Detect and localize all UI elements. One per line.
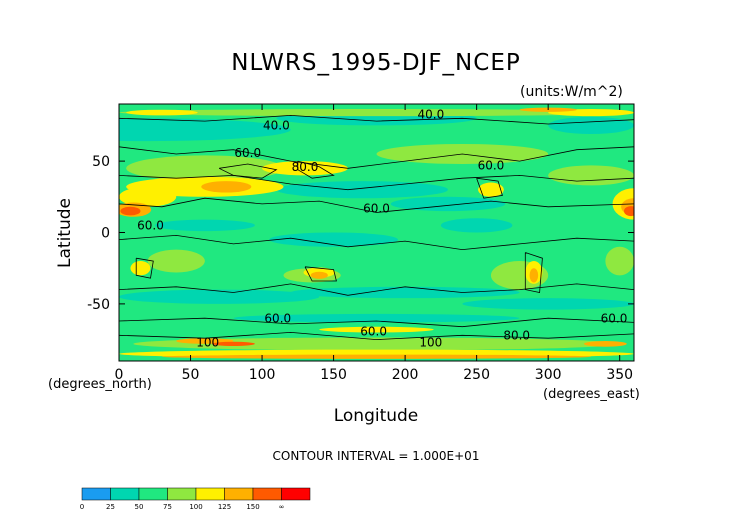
colorbar-swatch [281, 487, 311, 501]
colorbar-label: 100 [189, 503, 202, 511]
contour-label: 60.0 [478, 159, 505, 173]
x-tick-label: 200 [392, 367, 419, 383]
colorbar-label: ∞ [279, 503, 285, 511]
contour-line [119, 234, 634, 251]
colorbar-label: 25 [106, 503, 115, 511]
field-region [119, 289, 320, 304]
field-region [276, 181, 449, 199]
contour-label: 60.0 [601, 311, 628, 325]
contour-line [119, 174, 634, 191]
contour-label: 80.0 [503, 329, 530, 343]
colorbar-swatch [167, 487, 197, 501]
contour-label: 60.0 [234, 146, 261, 160]
contour-label: 60.0 [137, 219, 164, 233]
y-tick-label: -50 [87, 297, 110, 313]
contour-line [297, 160, 335, 179]
field-region [548, 116, 634, 134]
field-region [119, 108, 634, 117]
field-region [529, 268, 539, 283]
field-region [233, 313, 520, 323]
field-region [310, 271, 328, 279]
contour-line [304, 266, 337, 282]
field-region [161, 354, 592, 359]
contour-label: 60.0 [363, 202, 390, 216]
contour-line [218, 163, 278, 179]
field-region [390, 196, 506, 212]
plot-area: 40.040.060.080.0 60.060.060.060.060.060.0… [119, 104, 634, 361]
y-unit-label: (degrees_north) [48, 377, 152, 392]
x-tick-label: 250 [463, 367, 490, 383]
colorbar-label: 75 [163, 503, 172, 511]
colorbar-swatch [110, 487, 140, 501]
contour-line [119, 114, 634, 125]
field-region [126, 155, 284, 182]
contour-label: 100 [419, 336, 442, 350]
contour-label: 40.0 [418, 107, 445, 121]
contour-line [119, 146, 634, 169]
field-region [605, 246, 634, 276]
contour-line [119, 317, 634, 328]
y-tick-label: 0 [101, 226, 110, 242]
y-axis-label: Latitude [55, 198, 75, 268]
field-region [130, 261, 151, 276]
field-region [440, 218, 513, 233]
colorbar-label: 125 [218, 503, 231, 511]
field-region [126, 109, 198, 116]
field-region [262, 161, 348, 176]
field-region [147, 249, 205, 273]
field-region [623, 206, 634, 217]
field-region [154, 219, 255, 232]
colorbar: 0 25 50 75 100 125 150 ∞ [80, 487, 311, 511]
field-region [290, 286, 520, 299]
field-region [269, 232, 398, 247]
contour-label: 40.0 [263, 119, 290, 133]
field-region [548, 165, 634, 186]
field-region [462, 298, 634, 310]
field-region [133, 337, 620, 351]
x-tick-label: 100 [249, 367, 276, 383]
colorbar-swatch [195, 487, 225, 501]
colorbar-label: 150 [246, 503, 259, 511]
contour-line [119, 331, 634, 341]
contour-line [135, 257, 154, 279]
colorbar-swatch [224, 487, 254, 501]
colorbar-label: 50 [135, 503, 144, 511]
colorbar-swatch [252, 487, 282, 501]
field-region [119, 118, 291, 142]
field-region [201, 181, 252, 193]
contour-label: 60.0 [360, 324, 387, 338]
contour-label: 80.0 [292, 160, 319, 174]
field-region [211, 341, 255, 347]
units-label: (units:W/m^2) [520, 84, 623, 100]
x-tick-label: 350 [606, 367, 633, 383]
contour-line [119, 197, 634, 213]
x-tick-label: 50 [182, 367, 200, 383]
x-tick-label: 0 [115, 367, 124, 383]
field-region [478, 182, 504, 197]
contour-interval: CONTOUR INTERVAL = 1.000E+01 [273, 449, 480, 463]
colorbar-swatch [138, 487, 168, 501]
colorbar-label: 0 [80, 503, 84, 511]
contour-label: 60.0 [264, 311, 291, 325]
field-region [319, 326, 434, 333]
field-region [583, 341, 627, 347]
x-tick-label: 300 [535, 367, 562, 383]
contour-label: 100 [196, 336, 219, 350]
x-tick-label: 150 [320, 367, 347, 383]
contour-line [524, 252, 543, 293]
y-tick-label: 50 [92, 154, 110, 170]
x-axis-label: Longitude [334, 406, 419, 426]
contour-line [476, 177, 503, 199]
field-region [120, 206, 141, 216]
colorbar-swatch [81, 487, 111, 501]
chart-title: NLWRS_1995-DJF_NCEP [231, 50, 520, 76]
x-unit-label: (degrees_east) [543, 387, 640, 402]
contour-line [119, 283, 634, 296]
plot-background [119, 104, 634, 361]
field-region [119, 186, 177, 207]
